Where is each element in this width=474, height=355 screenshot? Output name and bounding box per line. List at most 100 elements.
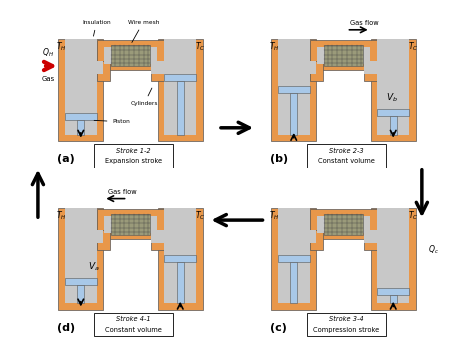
Bar bbox=[317, 216, 370, 233]
Bar bbox=[390, 116, 397, 135]
Text: Constant volume: Constant volume bbox=[105, 327, 162, 333]
Bar bbox=[65, 39, 97, 135]
Bar bbox=[151, 61, 164, 74]
Text: Stroke 2-3: Stroke 2-3 bbox=[329, 148, 364, 153]
Bar bbox=[158, 208, 203, 310]
Bar bbox=[77, 120, 84, 135]
Bar bbox=[151, 61, 164, 81]
Text: $V_a$: $V_a$ bbox=[88, 261, 100, 273]
Text: $V_b$: $V_b$ bbox=[386, 92, 398, 104]
Bar bbox=[97, 230, 110, 250]
Bar bbox=[310, 61, 323, 81]
Bar bbox=[364, 61, 377, 81]
Text: Gas flow: Gas flow bbox=[108, 189, 137, 195]
Text: $T_C$: $T_C$ bbox=[195, 40, 206, 53]
Bar bbox=[310, 209, 377, 239]
Text: $T_H$: $T_H$ bbox=[56, 40, 66, 53]
Bar bbox=[65, 208, 97, 303]
Bar bbox=[111, 45, 150, 66]
Bar bbox=[324, 45, 363, 66]
Bar bbox=[97, 230, 103, 243]
Bar bbox=[151, 230, 164, 243]
Bar bbox=[158, 230, 164, 243]
Bar bbox=[310, 230, 323, 250]
Bar bbox=[307, 313, 386, 337]
Text: Stroke 1-2: Stroke 1-2 bbox=[116, 148, 151, 153]
Bar bbox=[278, 39, 310, 135]
Bar bbox=[164, 74, 196, 81]
Bar bbox=[310, 230, 316, 243]
Bar bbox=[97, 40, 164, 71]
Bar bbox=[151, 230, 164, 250]
Bar bbox=[364, 230, 377, 243]
Bar bbox=[97, 209, 164, 239]
Bar bbox=[317, 47, 370, 64]
Bar bbox=[290, 93, 297, 135]
Text: Stroke 4-1: Stroke 4-1 bbox=[116, 316, 151, 322]
Bar bbox=[104, 47, 157, 64]
Bar bbox=[94, 144, 173, 168]
Bar bbox=[324, 214, 363, 235]
Bar bbox=[377, 208, 409, 303]
Bar bbox=[310, 61, 316, 74]
Text: $T_C$: $T_C$ bbox=[408, 209, 419, 222]
Text: $T_C$: $T_C$ bbox=[195, 209, 206, 222]
Bar bbox=[377, 39, 409, 135]
Text: Insulation: Insulation bbox=[82, 20, 111, 36]
Bar bbox=[307, 144, 386, 168]
Bar bbox=[377, 109, 409, 116]
Bar bbox=[278, 86, 310, 93]
Bar bbox=[177, 81, 184, 135]
Bar bbox=[97, 61, 103, 74]
Bar bbox=[371, 230, 377, 243]
Text: (b): (b) bbox=[270, 154, 289, 164]
Bar bbox=[77, 284, 84, 303]
Text: Gas: Gas bbox=[42, 76, 55, 82]
Text: $Q_H$: $Q_H$ bbox=[42, 47, 54, 59]
Bar bbox=[158, 39, 203, 141]
Bar bbox=[377, 288, 409, 295]
Bar bbox=[65, 61, 97, 74]
Text: Cylinders: Cylinders bbox=[130, 88, 158, 106]
Bar bbox=[310, 40, 377, 71]
Bar bbox=[177, 262, 184, 303]
Bar bbox=[97, 61, 110, 81]
Text: Wire mesh: Wire mesh bbox=[128, 20, 159, 43]
Text: Expansion stroke: Expansion stroke bbox=[105, 158, 162, 164]
Bar bbox=[390, 295, 397, 303]
Bar bbox=[65, 278, 97, 284]
Text: $T_H$: $T_H$ bbox=[56, 209, 66, 222]
Bar bbox=[58, 39, 103, 141]
Bar bbox=[371, 39, 416, 141]
Text: Piston: Piston bbox=[94, 119, 130, 124]
Bar bbox=[111, 214, 150, 235]
Bar bbox=[164, 255, 196, 262]
Bar bbox=[271, 208, 316, 310]
Bar bbox=[364, 61, 377, 74]
Bar bbox=[371, 208, 416, 310]
Bar bbox=[290, 262, 297, 303]
Text: Stroke 3-4: Stroke 3-4 bbox=[329, 316, 364, 322]
Bar bbox=[94, 313, 173, 337]
Bar bbox=[278, 61, 310, 74]
Text: $Q_c$: $Q_c$ bbox=[428, 244, 439, 256]
Bar bbox=[278, 230, 310, 243]
Text: (a): (a) bbox=[57, 154, 75, 164]
Text: (c): (c) bbox=[270, 323, 287, 333]
Text: $T_C$: $T_C$ bbox=[408, 40, 419, 53]
Bar bbox=[164, 39, 196, 135]
Bar bbox=[364, 230, 377, 250]
Text: Constant volume: Constant volume bbox=[318, 158, 375, 164]
Bar bbox=[271, 39, 316, 141]
Text: (d): (d) bbox=[57, 323, 75, 333]
Text: $T_H$: $T_H$ bbox=[269, 209, 280, 222]
Text: Compression stroke: Compression stroke bbox=[313, 327, 380, 333]
Text: $T_H$: $T_H$ bbox=[269, 40, 280, 53]
Bar bbox=[371, 61, 377, 74]
Bar bbox=[58, 208, 103, 310]
Bar bbox=[164, 208, 196, 303]
Bar bbox=[65, 114, 97, 120]
Bar bbox=[278, 208, 310, 303]
Bar bbox=[104, 216, 157, 233]
Text: Gas flow: Gas flow bbox=[349, 20, 378, 26]
